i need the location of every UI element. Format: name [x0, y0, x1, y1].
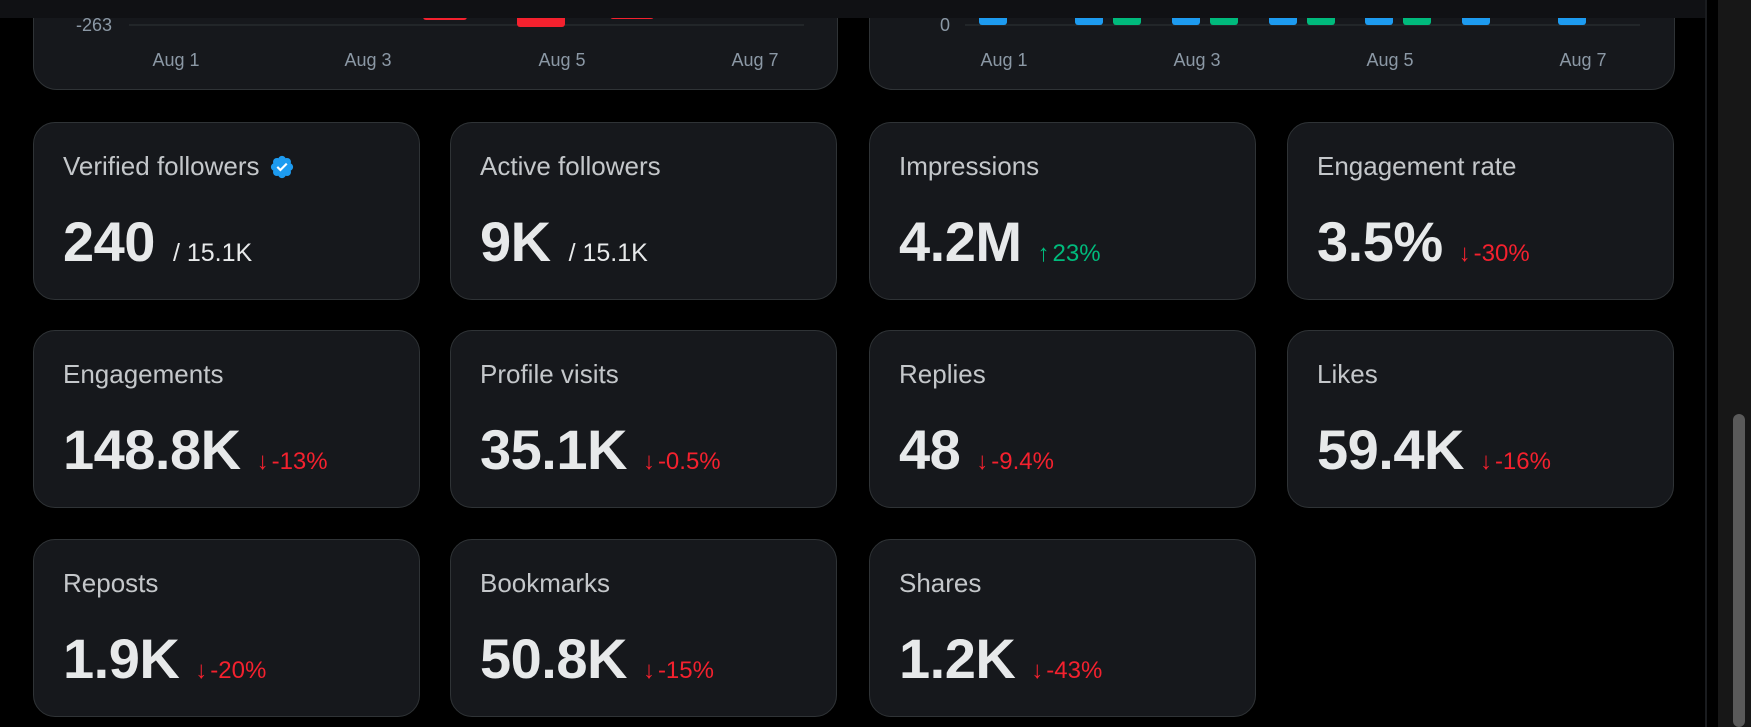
arrow-down-icon: ↓ — [1479, 448, 1492, 475]
arrow-down-icon: ↓ — [256, 448, 269, 475]
metric-value-row: 148.8K ↓ -13% — [63, 417, 328, 482]
arrow-up-icon: ↑ — [1037, 240, 1050, 267]
metric-card-bookmarks[interactable]: Bookmarks 50.8K ↓ -15% — [450, 539, 837, 717]
metric-value-row: 240 / 15.1K — [63, 209, 252, 274]
metric-value-row: 35.1K ↓ -0.5% — [480, 417, 721, 482]
metric-change: ↑ 23% — [1038, 240, 1101, 268]
metric-change-value: -15% — [657, 657, 714, 684]
metric-value-row: 9K / 15.1K — [480, 209, 648, 274]
metric-card-replies[interactable]: Replies 48 ↓ -9.4% — [869, 330, 1256, 508]
arrow-down-icon: ↓ — [976, 448, 989, 475]
metric-card-profile-visits[interactable]: Profile visits 35.1K ↓ -0.5% — [450, 330, 837, 508]
metric-label: Replies — [899, 359, 986, 389]
metric-value: 59.4K — [1317, 418, 1464, 481]
metric-change: ↓ -9.4% — [976, 448, 1054, 476]
right-chart-x-tick: Aug 7 — [1559, 50, 1606, 70]
right-chart-x-tick: Aug 1 — [980, 50, 1027, 70]
verified-badge-icon — [270, 155, 293, 178]
left-chart-x-tick: Aug 5 — [538, 50, 585, 70]
metric-card-likes[interactable]: Likes 59.4K ↓ -16% — [1287, 330, 1674, 508]
left-chart-y-tick: -263 — [76, 15, 112, 35]
right-chart-x-tick: Aug 3 — [1173, 50, 1220, 70]
metric-value: 3.5% — [1317, 210, 1443, 273]
metric-label: Shares — [899, 568, 982, 598]
metric-value: 1.2K — [899, 627, 1016, 690]
left-chart-x-tick: Aug 1 — [152, 50, 199, 70]
arrow-down-icon: ↓ — [1031, 657, 1044, 684]
metric-value-row: 3.5% ↓ -30% — [1317, 209, 1530, 274]
metric-value-row: 1.2K ↓ -43% — [899, 626, 1102, 691]
metric-change-value: 23% — [1052, 240, 1101, 267]
metric-label: Profile visits — [480, 359, 619, 389]
left-chart-x-tick: Aug 7 — [731, 50, 778, 70]
metric-change-value: -9.4% — [991, 448, 1054, 475]
right-chart-x-tick: Aug 5 — [1366, 50, 1413, 70]
metric-card-active-followers[interactable]: Active followers 9K / 15.1K — [450, 122, 837, 300]
metric-value: 9K — [480, 210, 551, 273]
metric-change-value: -20% — [210, 657, 267, 684]
metric-card-engagement-rate[interactable]: Engagement rate 3.5% ↓ -30% — [1287, 122, 1674, 300]
arrow-down-icon: ↓ — [642, 448, 655, 475]
column-divider — [1705, 0, 1707, 727]
metric-card-verified-followers[interactable]: Verified followers 240 / 15.1K — [33, 122, 420, 300]
metric-change: ↓ -13% — [257, 448, 328, 476]
metric-total: / 15.1K — [568, 239, 648, 267]
metric-label: Likes — [1317, 359, 1378, 389]
metric-value: 1.9K — [63, 627, 180, 690]
arrow-down-icon: ↓ — [1458, 240, 1471, 267]
metric-change-value: -43% — [1046, 657, 1103, 684]
metric-change: ↓ -15% — [643, 657, 714, 685]
metric-card-shares[interactable]: Shares 1.2K ↓ -43% — [869, 539, 1256, 717]
scrollbar-thumb[interactable] — [1733, 414, 1745, 727]
metric-change: ↓ -16% — [1480, 448, 1551, 476]
metric-card-engagements[interactable]: Engagements 148.8K ↓ -13% — [33, 330, 420, 508]
metric-label: Engagement rate — [1317, 151, 1517, 181]
metric-card-impressions[interactable]: Impressions 4.2M ↑ 23% — [869, 122, 1256, 300]
metric-change-value: -0.5% — [657, 448, 721, 475]
left-chart-x-tick: Aug 3 — [344, 50, 391, 70]
metric-value: 50.8K — [480, 627, 627, 690]
metric-change-value: -30% — [1473, 240, 1530, 267]
metric-value-row: 4.2M ↑ 23% — [899, 209, 1101, 274]
metric-label: Reposts — [63, 568, 159, 598]
metric-change-value: -13% — [271, 448, 328, 475]
metric-label: Engagements — [63, 359, 224, 389]
metric-change: ↓ -20% — [195, 657, 266, 685]
top-fade — [0, 0, 1705, 18]
arrow-down-icon: ↓ — [642, 657, 655, 684]
metric-label: Impressions — [899, 151, 1040, 181]
metric-value-row: 1.9K ↓ -20% — [63, 626, 266, 691]
metric-label: Active followers — [480, 151, 661, 181]
metric-total: / 15.1K — [172, 239, 253, 267]
metric-value: 48 — [899, 418, 961, 481]
metric-value: 240 — [63, 210, 155, 273]
metric-value-row: 48 ↓ -9.4% — [899, 417, 1054, 482]
metric-change-value: -16% — [1494, 448, 1551, 475]
metric-label: Bookmarks — [480, 568, 611, 598]
metric-value: 35.1K — [480, 418, 627, 481]
metric-card-reposts[interactable]: Reposts 1.9K ↓ -20% — [33, 539, 420, 717]
metric-change: ↓ -0.5% — [643, 448, 721, 476]
metric-label: Verified followers — [63, 151, 260, 181]
metric-change: ↓ -30% — [1459, 240, 1530, 268]
metric-value-row: 59.4K ↓ -16% — [1317, 417, 1551, 482]
metric-change: ↓ -43% — [1031, 657, 1102, 685]
metric-value: 148.8K — [63, 418, 241, 481]
arrow-down-icon: ↓ — [195, 657, 208, 684]
metric-value: 4.2M — [899, 210, 1022, 273]
metric-value-row: 50.8K ↓ -15% — [480, 626, 714, 691]
right-chart-y-tick: 0 — [940, 15, 950, 35]
